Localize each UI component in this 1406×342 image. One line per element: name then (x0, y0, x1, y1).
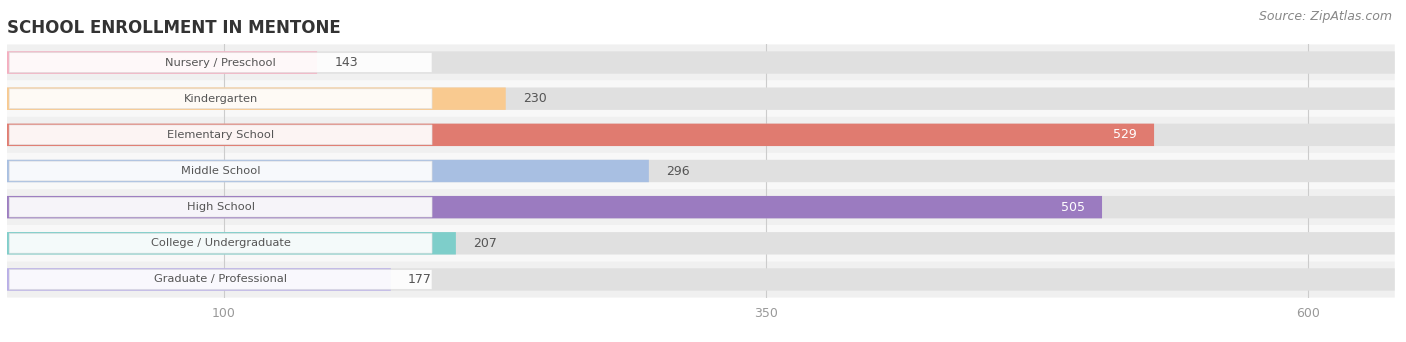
Text: Middle School: Middle School (181, 166, 260, 176)
Text: College / Undergraduate: College / Undergraduate (150, 238, 291, 248)
FancyBboxPatch shape (10, 53, 432, 73)
Text: High School: High School (187, 202, 254, 212)
Text: Source: ZipAtlas.com: Source: ZipAtlas.com (1258, 10, 1392, 23)
FancyBboxPatch shape (7, 160, 648, 182)
FancyBboxPatch shape (7, 261, 1395, 298)
FancyBboxPatch shape (10, 161, 432, 181)
FancyBboxPatch shape (7, 51, 1395, 74)
Text: Graduate / Professional: Graduate / Professional (155, 275, 287, 285)
Text: Elementary School: Elementary School (167, 130, 274, 140)
FancyBboxPatch shape (10, 89, 432, 108)
FancyBboxPatch shape (7, 88, 506, 110)
FancyBboxPatch shape (7, 268, 391, 291)
FancyBboxPatch shape (7, 196, 1395, 218)
Text: 505: 505 (1060, 201, 1084, 214)
Text: Kindergarten: Kindergarten (184, 94, 257, 104)
FancyBboxPatch shape (7, 189, 1395, 225)
Text: Nursery / Preschool: Nursery / Preschool (166, 57, 276, 67)
FancyBboxPatch shape (7, 44, 1395, 81)
FancyBboxPatch shape (7, 232, 456, 254)
FancyBboxPatch shape (7, 88, 1395, 110)
FancyBboxPatch shape (7, 51, 318, 74)
Text: 207: 207 (474, 237, 498, 250)
FancyBboxPatch shape (7, 124, 1154, 146)
Text: 177: 177 (408, 273, 432, 286)
Text: 296: 296 (666, 165, 690, 177)
Text: SCHOOL ENROLLMENT IN MENTONE: SCHOOL ENROLLMENT IN MENTONE (7, 19, 340, 37)
FancyBboxPatch shape (7, 153, 1395, 189)
FancyBboxPatch shape (10, 125, 432, 145)
FancyBboxPatch shape (7, 232, 1395, 254)
Text: 529: 529 (1114, 128, 1136, 141)
FancyBboxPatch shape (7, 81, 1395, 117)
FancyBboxPatch shape (7, 124, 1395, 146)
FancyBboxPatch shape (7, 196, 1102, 218)
FancyBboxPatch shape (7, 268, 1395, 291)
FancyBboxPatch shape (10, 197, 432, 217)
Text: 143: 143 (335, 56, 359, 69)
FancyBboxPatch shape (10, 269, 432, 289)
FancyBboxPatch shape (7, 117, 1395, 153)
FancyBboxPatch shape (10, 234, 432, 253)
FancyBboxPatch shape (7, 225, 1395, 261)
FancyBboxPatch shape (7, 160, 1395, 182)
Text: 230: 230 (523, 92, 547, 105)
